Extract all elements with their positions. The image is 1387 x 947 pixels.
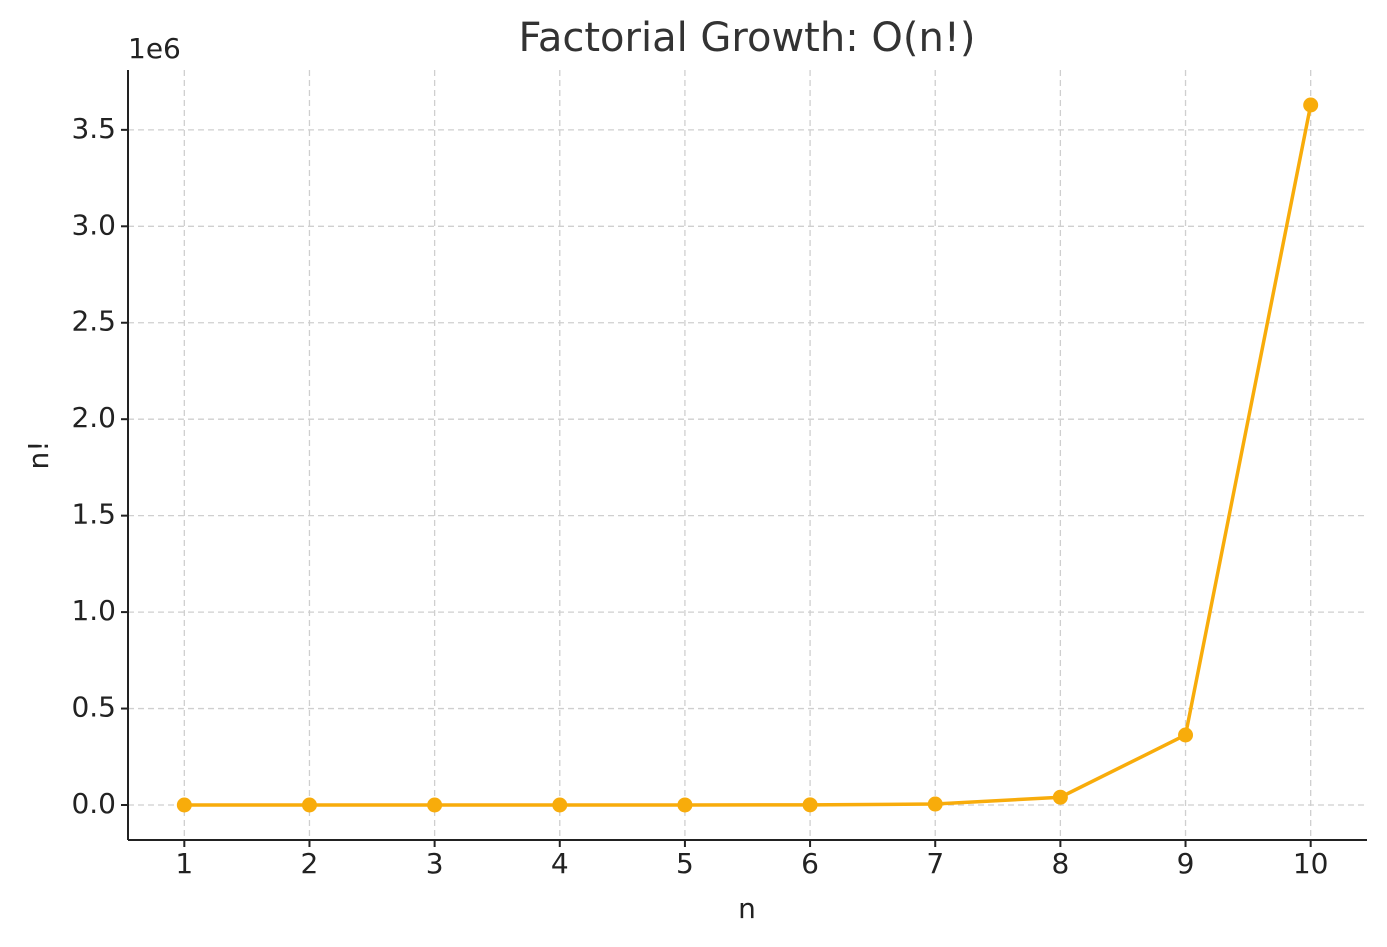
data-point [802,797,818,813]
x-axis-label: n [738,892,756,925]
data-point [1052,789,1068,805]
data-point [176,797,192,813]
y-tick-label: 3.5 [71,112,116,145]
data-point [1303,97,1319,113]
x-tick-label: 10 [1293,847,1329,880]
x-tick-label: 1 [175,847,193,880]
x-tick-label: 2 [301,847,319,880]
data-point [552,797,568,813]
y-tick-label: 3.0 [71,208,116,241]
x-tick-label: 5 [676,847,694,880]
x-tick-label: 3 [426,847,444,880]
y-tick-label: 1.0 [71,594,116,627]
data-point [677,797,693,813]
y-tick-label: 2.0 [71,401,116,434]
x-tick-label: 4 [551,847,569,880]
x-tick-label: 6 [801,847,819,880]
data-point [427,797,443,813]
x-tick-label: 9 [1177,847,1195,880]
data-point [301,797,317,813]
x-tick-label: 7 [926,847,944,880]
data-point [1178,727,1194,743]
chart-title: Factorial Growth: O(n!) [519,15,976,61]
y-tick-label: 2.5 [71,305,116,338]
y-tick-label: 0.0 [71,787,116,820]
y-tick-label: 0.5 [71,691,116,724]
y-axis-label: n! [22,441,55,470]
y-tick-label: 1.5 [71,498,116,531]
y-offset-label: 1e6 [128,32,181,65]
data-point [927,796,943,812]
data-line [184,104,1313,807]
x-tick-label: 8 [1051,847,1069,880]
